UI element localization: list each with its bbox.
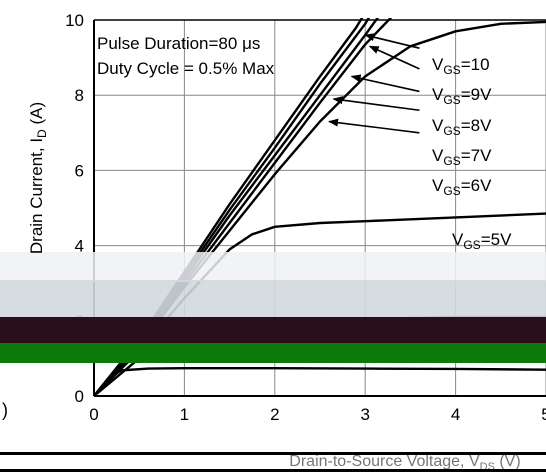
label-arrow-2 — [350, 74, 420, 93]
x-tick-label-1: 1 — [180, 405, 189, 424]
overlay-dark-band — [0, 317, 546, 345]
overlay-green-band — [0, 343, 546, 363]
tick-layer: 0246810012345 — [65, 11, 546, 424]
x-tick-label-2: 2 — [270, 405, 279, 424]
overlay-gray-band — [0, 280, 546, 318]
x-tick-label-4: 4 — [451, 405, 460, 424]
y-tick-label-4: 8 — [75, 86, 84, 105]
series-label-1: VGS=9V — [432, 85, 492, 107]
x-tick-label-5: 5 — [541, 405, 546, 424]
annotation-pulse: Pulse Duration=80 μs — [97, 34, 260, 53]
label-arrow-0 — [364, 33, 420, 49]
series-label-4: VGS=6V — [432, 176, 492, 198]
label-arrow-4 — [328, 118, 420, 134]
series-label-3: VGS=7V — [432, 146, 492, 168]
bottom-bar-top — [0, 452, 546, 455]
y-tick-label-3: 6 — [75, 161, 84, 180]
label-arrow-1 — [368, 45, 420, 70]
annotation-duty: Duty Cycle = 0.5% Max — [97, 59, 275, 78]
y-tick-label-0: 0 — [75, 387, 84, 406]
bottom-bar-bottom — [0, 469, 546, 472]
series-line-7 — [94, 367, 546, 396]
series-label-0: VGS=10 — [432, 55, 490, 77]
y-tick-label-2: 4 — [75, 237, 84, 256]
series-label-5: VGS=5V — [452, 230, 512, 252]
label-arrow-3 — [332, 96, 420, 112]
overlay-light-band — [0, 252, 546, 282]
y-tick-label-5: 10 — [65, 11, 84, 30]
x-tick-label-3: 3 — [360, 405, 369, 424]
stray-left-char: ) — [2, 400, 8, 420]
x-tick-label-0: 0 — [89, 405, 98, 424]
series-label-2: VGS=8V — [432, 116, 492, 138]
y-axis-label: Drain Current, ID (A) — [27, 102, 49, 254]
